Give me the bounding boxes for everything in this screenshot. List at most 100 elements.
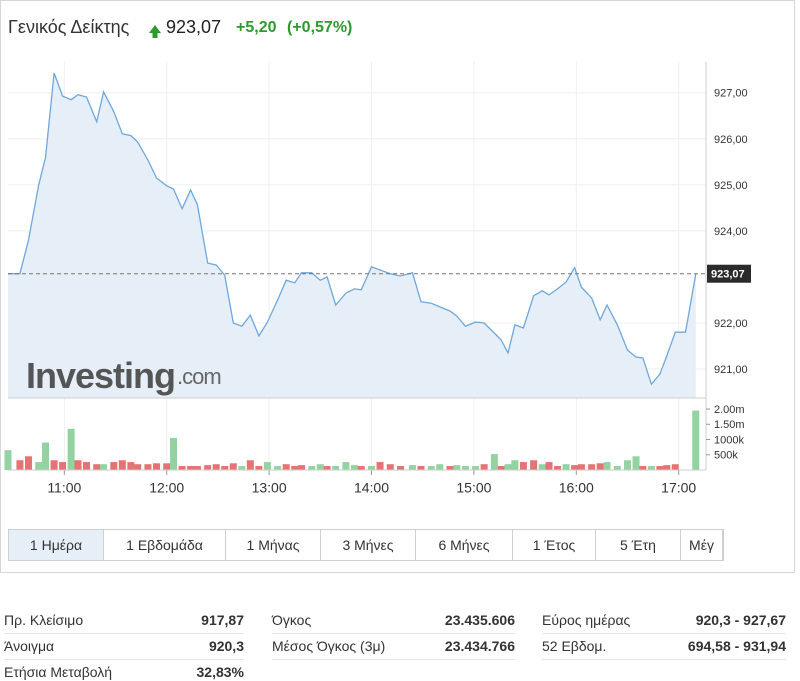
volume-bar [519,462,527,470]
volume-bar [577,464,585,470]
volume-bar [42,442,50,470]
chart: Γενικός Δείκτης 923,07 +5,20 (+0,57%) 92… [4,17,751,496]
volume-bar [291,466,299,470]
volume-bar [350,465,358,470]
volume-bar [647,466,655,470]
range-tab[interactable]: 1 Έτος [513,530,596,560]
volume-bar [50,460,58,470]
volume-bar [204,465,212,470]
x-tick-label: 16:00 [559,480,594,496]
stats-row: Εύρος ημέρας 920,3 - 927,67 [542,608,786,634]
volume-bar [221,466,229,470]
volume-bar [152,463,160,470]
volume-bar [24,456,32,470]
volume-bar [144,464,152,470]
volume-bar [446,466,454,470]
change: +5,20 [236,19,277,36]
chart-widget [0,0,795,573]
y-tick-label: 500k [714,450,738,462]
stat-label: Άνοιγμα [4,638,55,654]
volume-bar [16,460,24,470]
y-tick-label: 921,00 [714,364,748,376]
volume-bar [671,464,679,470]
range-tab[interactable]: 1 Ημέρα [9,530,104,560]
volume-bar [134,464,142,470]
volume-bar [530,460,538,470]
volume-bar [663,465,671,470]
volume-bar [386,464,394,470]
volume-bar [35,462,43,470]
reference-label: 923,07 [711,269,745,281]
stat-value: 23.435.606 [444,612,515,628]
volume-bar [316,464,324,470]
volume-bar [603,462,611,470]
volume-bar [376,462,384,470]
stat-value: 694,58 - 931,94 [687,638,786,654]
volume-bar [255,466,263,470]
index-name: Γενικός Δείκτης [8,17,130,37]
range-tab[interactable]: Μέγ [681,530,723,560]
volume-bar [545,462,553,470]
volume-bar [562,464,570,470]
volume-bar [342,462,350,470]
y-tick-label: 2.00m [714,404,745,416]
volume-bar [263,462,271,470]
range-tab[interactable]: 1 Μήνας [226,530,321,560]
range-tabs: 1 Ημέρα 1 Εβδομάδα 1 Μήνας 3 Μήνες 6 Μήνες 1 … [8,529,724,561]
logo-name: Investing [26,355,175,396]
x-tick-label: 14:00 [354,480,389,496]
volume-bar [308,466,316,470]
x-tick-label: 17:00 [661,480,696,496]
up-arrow [149,25,161,38]
stats-row: 52 Εβδομ. 694,58 - 931,94 [542,634,786,660]
stat-label: 52 Εβδομ. [542,638,607,654]
x-tick-label: 15:00 [456,480,491,496]
volume-bar [274,466,282,470]
volume-bar [472,466,480,470]
price: 923,07 [166,17,221,37]
volume-bar [656,466,664,470]
reference-box [707,264,751,283]
volume-bar [436,464,444,470]
volume-bar [193,466,201,470]
volume-bar [623,460,631,470]
volume-bar [238,466,246,470]
volume-bar [357,466,365,470]
range-tab[interactable]: 1 Εβδομάδα [104,530,226,560]
x-tick-label: 11:00 [47,480,81,496]
stats-column: Πρ. Κλείσιμο 917,87 Άνοιγμα 920,3 Ετήσια Μετ… [4,608,244,681]
volume-bar [692,410,700,470]
x-tick-label: 12:00 [149,480,184,496]
volume-bar [427,466,435,470]
volume-bar [93,464,101,470]
volume-bar [323,466,331,470]
stat-label: Εύρος ημέρας [542,612,631,628]
volume-bar [497,466,505,470]
volume-bar [246,460,254,470]
x-tick-label: 13:00 [252,480,287,496]
volume-bar [397,466,405,470]
volume-bar [511,460,519,470]
stat-value: 920,3 [208,638,244,654]
stat-label: Όγκος [272,612,312,628]
range-tab[interactable]: 6 Μήνες [416,530,513,560]
range-tab[interactable]: 3 Μήνες [321,530,416,560]
price-line [8,72,697,386]
stats-row: Μέσος Όγκος (3μ) 23.434.766 [272,634,515,660]
volume-bar [59,462,67,470]
volume-bar [453,465,461,470]
stat-value: 32,83% [196,664,244,680]
range-tab[interactable]: 5 Έτη [596,530,681,560]
volume-bar [417,466,425,470]
volume-bar [588,464,596,470]
plot: 923,07 921,00 922,00 924,00 925,00 926,00 927,… [4,62,751,496]
volume-bar [100,464,108,470]
volume-bar [74,460,82,470]
volume-bar [332,466,340,470]
volume-bar [554,466,562,470]
volume-bar [298,465,306,470]
volume-bar [596,463,604,470]
stat-label: Μέσος Όγκος (3μ) [272,638,386,654]
stats-row: Άνοιγμα 920,3 [4,634,244,660]
